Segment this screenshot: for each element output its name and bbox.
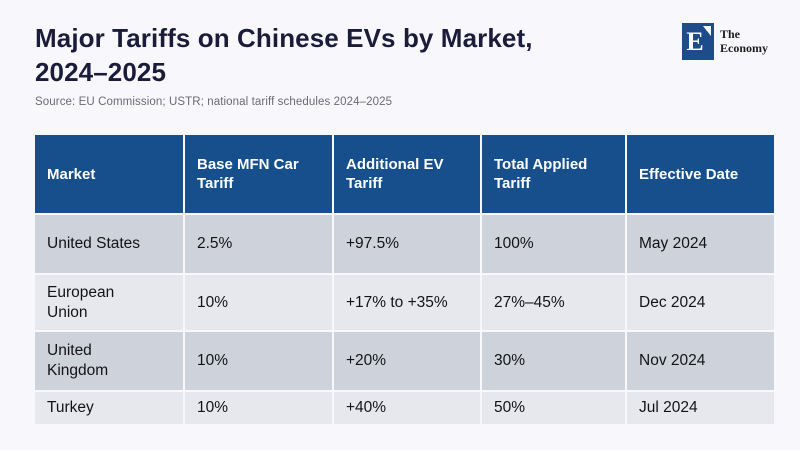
cell-total-tariff: 27%–45% [482, 275, 625, 330]
column-header-market: Market [35, 135, 183, 213]
cell-market: Turkey [35, 392, 183, 424]
cell-total-tariff: 50% [482, 392, 625, 424]
column-header-additional-ev-tariff: Additional EV Tariff [334, 135, 480, 213]
brand-logo: E [682, 23, 714, 60]
cell-total-tariff: 100% [482, 215, 625, 273]
brand-name: The Economy [720, 27, 768, 55]
brand-name-line1: The [720, 27, 741, 41]
cell-effective-date: Dec 2024 [627, 275, 774, 330]
brand-logo-letter: E [686, 27, 704, 56]
cell-base-tariff: 10% [185, 392, 332, 424]
cell-base-tariff: 2.5% [185, 215, 332, 273]
cell-additional-tariff: +17% to +35% [334, 275, 480, 330]
page-title-line2: 2024–2025 [35, 57, 167, 87]
column-header-effective-date: Effective Date [627, 135, 774, 213]
cell-effective-date: May 2024 [627, 215, 774, 273]
cell-effective-date: Nov 2024 [627, 332, 774, 390]
cell-effective-date: Jul 2024 [627, 392, 774, 424]
column-header-total-applied-tariff: Total Applied Tariff [482, 135, 625, 213]
cell-base-tariff: 10% [185, 332, 332, 390]
cell-additional-tariff: +20% [334, 332, 480, 390]
tariff-table: Market Base MFN Car Tariff Additional EV… [35, 135, 774, 424]
logo-accent-mark-icon [703, 26, 711, 36]
source-note: Source: EU Commission; USTR; national ta… [35, 96, 393, 108]
cell-total-tariff: 30% [482, 332, 625, 390]
cell-market: European Union [35, 275, 183, 330]
page-title: Major Tariffs on Chinese EVs by Market, … [35, 21, 533, 89]
page-title-line1: Major Tariffs on Chinese EVs by Market, [35, 23, 533, 53]
brand-name-line2: Economy [720, 41, 768, 55]
cell-market: United Kingdom [35, 332, 183, 390]
cell-additional-tariff: +40% [334, 392, 480, 424]
cell-additional-tariff: +97.5% [334, 215, 480, 273]
cell-base-tariff: 10% [185, 275, 332, 330]
column-header-base-mfn-car-tariff: Base MFN Car Tariff [185, 135, 332, 213]
cell-market: United States [35, 215, 183, 273]
